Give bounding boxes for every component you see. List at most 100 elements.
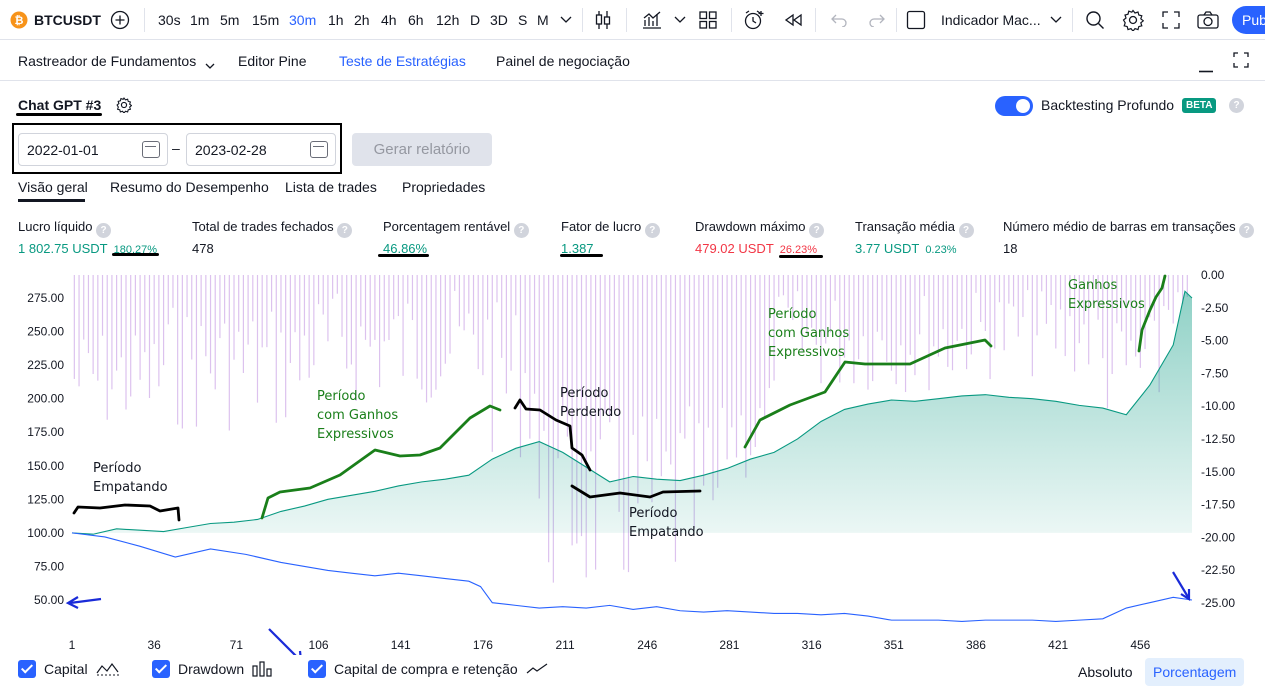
alert-clock-icon[interactable] bbox=[743, 0, 765, 40]
equity-chart[interactable]: 275.00250.00225.00200.00175.00150.00125.… bbox=[0, 260, 1265, 655]
x-tick-label: 421 bbox=[1048, 638, 1068, 652]
metric-label: Transação média bbox=[855, 219, 955, 234]
absolute-toggle[interactable]: Absoluto bbox=[1078, 664, 1133, 680]
layouts-grid-icon[interactable] bbox=[699, 0, 717, 40]
timeframe-dropdown-chevron-icon[interactable] bbox=[560, 0, 572, 40]
blue-arrow-mark bbox=[268, 628, 297, 655]
indicator-template-dropdown[interactable]: Indicador Mac... bbox=[941, 12, 1041, 28]
redo-icon[interactable] bbox=[868, 0, 886, 40]
symbol-logo-icon: ₿ bbox=[10, 0, 28, 40]
timeframe-30s[interactable]: 30s bbox=[158, 12, 181, 28]
y-left-tick-label: 250.00 bbox=[27, 325, 64, 339]
help-icon[interactable]: ? bbox=[337, 223, 353, 238]
strategy-sub-tabs: Visão geral Resumo do Desempenho Lista d… bbox=[0, 176, 1265, 202]
timeframe-1m[interactable]: 1m bbox=[190, 12, 210, 28]
tab-chevron-down-icon[interactable] bbox=[205, 57, 215, 75]
timeframe-3D[interactable]: 3D bbox=[490, 12, 508, 28]
tab-strategy-tester[interactable]: Teste de Estratégias bbox=[339, 53, 466, 69]
minimize-panel-icon[interactable] bbox=[1199, 60, 1213, 78]
screenshot-camera-icon[interactable] bbox=[1197, 0, 1219, 40]
help-icon[interactable]: ? bbox=[1229, 98, 1244, 113]
start-date-value: 2022-01-01 bbox=[27, 142, 99, 158]
capital-checkbox[interactable] bbox=[18, 660, 36, 678]
y-right-tick-label: -2.50 bbox=[1201, 301, 1229, 315]
tab-overview[interactable]: Visão geral bbox=[18, 179, 88, 195]
tab-pine-editor[interactable]: Editor Pine bbox=[238, 53, 307, 69]
legend-buy-hold-label: Capital de compra e retenção bbox=[334, 661, 518, 677]
timeframe-15m[interactable]: 15m bbox=[252, 12, 280, 28]
undo-icon[interactable] bbox=[830, 0, 848, 40]
y-right-tick-label: -12.50 bbox=[1201, 432, 1235, 446]
metric-label: Fator de lucro bbox=[561, 219, 642, 234]
timeframe-4h[interactable]: 4h bbox=[381, 12, 397, 28]
timeframe-2h[interactable]: 2h bbox=[354, 12, 370, 28]
publish-button[interactable]: Pub bbox=[1232, 6, 1265, 34]
timeframe-6h[interactable]: 6h bbox=[408, 12, 424, 28]
x-tick-label: 351 bbox=[884, 638, 904, 652]
start-date-input[interactable]: 2022-01-01 bbox=[18, 133, 168, 166]
svg-text:₿: ₿ bbox=[15, 14, 24, 27]
x-tick-label: 386 bbox=[966, 638, 986, 652]
y-left-tick-label: 225.00 bbox=[27, 358, 64, 372]
help-icon[interactable]: ? bbox=[1239, 223, 1255, 238]
tab-trades-list[interactable]: Lista de trades bbox=[285, 179, 377, 195]
area-line-icon bbox=[96, 662, 119, 676]
x-tick-label: 71 bbox=[230, 638, 244, 652]
percent-toggle[interactable]: Porcentagem bbox=[1145, 658, 1245, 686]
legend-drawdown[interactable]: Drawdown bbox=[152, 660, 272, 678]
help-icon[interactable]: ? bbox=[96, 223, 112, 238]
timeframe-12h[interactable]: 12h bbox=[436, 12, 460, 28]
y-left-tick-label: 200.00 bbox=[27, 392, 64, 406]
timeframe-1h[interactable]: 1h bbox=[328, 12, 344, 28]
settings-gear-icon[interactable] bbox=[1122, 0, 1144, 40]
help-icon[interactable]: ? bbox=[644, 223, 660, 238]
drawdown-checkbox[interactable] bbox=[152, 660, 170, 678]
candles-chart-type-icon[interactable] bbox=[594, 0, 612, 40]
indicator-template-chevron-icon[interactable] bbox=[1050, 0, 1062, 40]
end-date-input[interactable]: 2023-02-28 bbox=[186, 133, 336, 166]
timeframe-30m[interactable]: 30m bbox=[289, 12, 317, 28]
help-icon[interactable]: ? bbox=[809, 223, 825, 238]
timeframe-M[interactable]: M bbox=[537, 12, 549, 28]
calendar-icon[interactable] bbox=[310, 141, 328, 158]
strategy-settings-gear-icon[interactable] bbox=[116, 97, 133, 118]
y-right-tick-label: -17.50 bbox=[1201, 498, 1235, 512]
help-icon[interactable]: ? bbox=[958, 223, 974, 238]
hand-drawn-stroke bbox=[743, 338, 993, 449]
y-left-tick-label: 125.00 bbox=[27, 492, 64, 506]
symbol-search-button[interactable]: BTCUSDT bbox=[34, 12, 101, 28]
fullscreen-icon[interactable] bbox=[1162, 0, 1180, 40]
generate-report-button[interactable]: Gerar relatório bbox=[352, 133, 492, 166]
search-icon[interactable] bbox=[1085, 0, 1105, 40]
tab-trading-panel[interactable]: Painel de negociação bbox=[496, 53, 630, 69]
indicators-chevron-icon[interactable] bbox=[674, 0, 686, 40]
indicators-icon[interactable] bbox=[641, 0, 663, 40]
legend-capital[interactable]: Capital bbox=[18, 660, 120, 678]
add-symbol-icon[interactable] bbox=[110, 0, 130, 40]
tab-properties[interactable]: Propriedades bbox=[402, 179, 486, 195]
buy-hold-checkbox[interactable] bbox=[308, 660, 326, 678]
hand-drawn-stroke bbox=[513, 398, 592, 472]
capital-area bbox=[72, 291, 1192, 533]
timeframe-S[interactable]: S bbox=[518, 12, 528, 28]
tab-fundamentals-screener[interactable]: Rastreador de Fundamentos bbox=[18, 53, 197, 69]
help-icon[interactable]: ? bbox=[513, 223, 529, 238]
indicator-square-icon[interactable] bbox=[906, 0, 926, 40]
tab-performance-summary[interactable]: Resumo do Desempenho bbox=[110, 179, 269, 195]
chart-annotation: Período Empatando bbox=[629, 506, 704, 540]
hand-drawn-box-mark bbox=[12, 123, 342, 174]
timeframe-D[interactable]: D bbox=[470, 12, 481, 28]
replay-icon[interactable] bbox=[783, 0, 803, 40]
metric-label: Número médio de barras em transações bbox=[1003, 219, 1236, 234]
blue-arrow-head-mark bbox=[65, 596, 79, 609]
maximize-panel-icon[interactable] bbox=[1233, 52, 1249, 73]
legend-buy-hold[interactable]: Capital de compra e retenção bbox=[308, 660, 548, 678]
metric-percent: 0.23% bbox=[925, 244, 957, 256]
timeframe-5m[interactable]: 5m bbox=[220, 12, 240, 28]
y-right-tick-label: -20.00 bbox=[1201, 530, 1235, 544]
x-tick-label: 141 bbox=[391, 638, 411, 652]
hand-drawn-stroke bbox=[260, 404, 502, 520]
strategy-name[interactable]: Chat GPT #3 bbox=[18, 97, 102, 113]
deep-backtesting-toggle[interactable] bbox=[995, 96, 1033, 116]
calendar-icon[interactable] bbox=[142, 141, 160, 158]
